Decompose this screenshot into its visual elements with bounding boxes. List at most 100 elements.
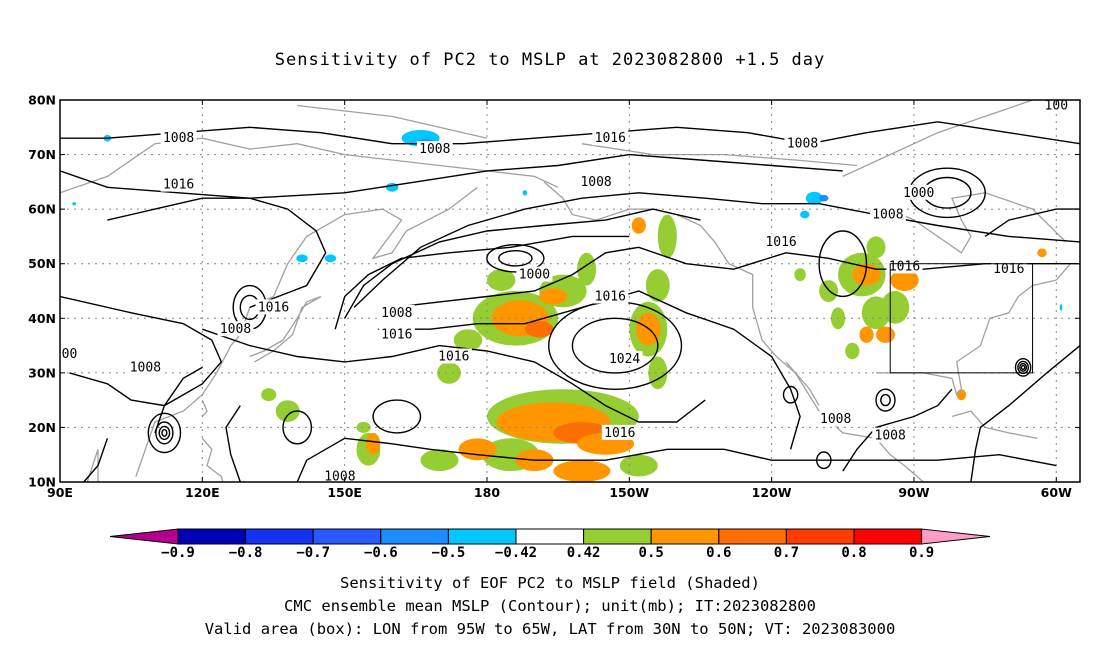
contour-label-bg	[321, 468, 358, 482]
isobar-closed	[147, 412, 182, 454]
isobar	[202, 328, 706, 423]
contour-label: 1008	[875, 429, 906, 444]
lat-label: 60N	[28, 202, 56, 217]
contour-label: 1008	[220, 322, 251, 337]
contour-label: 1000	[519, 268, 550, 283]
contour-label-bg	[416, 141, 453, 157]
shade-patch	[366, 432, 381, 455]
coastlines	[60, 100, 1071, 482]
contour-label-bg	[160, 130, 197, 146]
isobar-closed	[875, 388, 896, 412]
contour-label: 1016	[163, 178, 194, 193]
lon-label: 120W	[752, 485, 792, 500]
contour-label: 1008	[872, 208, 903, 223]
colorbar-label: 0.8	[841, 545, 866, 561]
isobar-closed	[571, 317, 659, 374]
contour-label: 1016	[258, 300, 289, 315]
shade-patch	[819, 194, 829, 202]
colorbar-label: 0.42	[567, 545, 601, 561]
shade-patch	[453, 329, 483, 351]
colorbar-labels: −0.9 −0.8 −0.7 −0.6 −0.5 −0.42 0.42 0.5 0.6 0.7 0.…	[161, 545, 934, 561]
contour-label: 1016	[993, 262, 1024, 277]
grid-lines	[60, 100, 1080, 482]
contour-label: 1016	[381, 328, 412, 343]
isobar	[984, 208, 1080, 237]
contour-label: 1016	[595, 290, 626, 305]
contour-label: 1008	[419, 142, 450, 157]
isobar-closed	[282, 410, 313, 445]
shade-patch	[437, 362, 461, 384]
lat-label: 70N	[28, 147, 56, 162]
shade-patch	[275, 400, 300, 422]
contour-label: 1008	[787, 137, 818, 152]
shade-patch	[645, 269, 670, 302]
isobar-closed	[498, 249, 533, 267]
lat-label: 50N	[28, 256, 56, 271]
contour-label-bg	[990, 261, 1027, 277]
contour-label: 1000	[903, 186, 934, 201]
contour-label-bg	[578, 173, 615, 189]
contour-label: 1016	[604, 426, 635, 441]
sensitivity-shading	[72, 130, 1063, 482]
contour-labels: 1008101610081016100810081000100810161008…	[60, 100, 1071, 485]
isobar	[296, 437, 1057, 482]
isobar-closed	[1014, 357, 1032, 377]
isobar	[842, 388, 953, 472]
coastline	[201, 399, 208, 417]
shade-patch	[794, 268, 806, 282]
isobar-closed	[880, 393, 891, 407]
isobar	[154, 366, 203, 434]
contour-label: 1016	[765, 235, 796, 250]
isobar-closed	[1019, 362, 1028, 372]
isobar	[353, 192, 1080, 308]
lat-label: 10N	[28, 475, 56, 490]
contour-label: 1016	[438, 350, 469, 365]
contour-label-bg	[784, 135, 821, 151]
isobar-closed	[816, 451, 832, 470]
shade-patch	[539, 288, 568, 305]
coastline	[889, 192, 1067, 254]
contour-label: 1024	[609, 352, 640, 367]
colorbar-label: −0.8	[229, 545, 263, 561]
isobar	[344, 208, 701, 319]
colorbar-label: 0.7	[774, 545, 799, 561]
isobar-closed	[155, 421, 174, 445]
colorbar-swatch	[380, 528, 449, 545]
shade-patch	[657, 214, 677, 259]
coastline	[785, 361, 820, 406]
contour-label-bg	[869, 206, 906, 222]
contour-label-bg	[601, 424, 638, 440]
lon-label: 60W	[1041, 485, 1072, 500]
isobar-closed	[1017, 360, 1029, 375]
coastline	[297, 104, 488, 139]
colorbar-label: 0.5	[639, 545, 664, 561]
contour-label: 00	[62, 347, 78, 362]
lon-label: 150W	[609, 485, 649, 500]
shade-patch	[805, 191, 823, 205]
colorbar-label: −0.42	[495, 545, 537, 561]
contour-label-bg	[378, 326, 415, 342]
contour-label-bg	[378, 304, 415, 320]
shade-patch	[458, 438, 497, 461]
isobar-closed	[372, 399, 422, 434]
contour-label-bg	[217, 321, 254, 337]
colorbar-swatch	[245, 528, 314, 545]
colorbar-high-end	[921, 528, 991, 545]
contour-label-bg	[255, 299, 292, 315]
colorbar-low-end	[109, 528, 179, 545]
contour-label-bg	[592, 288, 629, 304]
shade-patch	[819, 280, 839, 302]
lon-label: 150E	[327, 485, 362, 500]
contour-label-bg	[127, 359, 164, 375]
lat-label: 40N	[28, 311, 56, 326]
isobar	[83, 438, 109, 482]
contour-label-bg	[516, 266, 553, 282]
colorbar-swatch	[515, 528, 585, 545]
lon-label: 180	[474, 485, 500, 500]
contour-label: 1008	[324, 470, 355, 485]
coastline	[543, 181, 924, 482]
contour-label-bg	[817, 411, 854, 427]
lat-label: 30N	[28, 365, 56, 380]
contour-label-bg	[160, 176, 197, 192]
lat-label: 80N	[28, 93, 56, 108]
